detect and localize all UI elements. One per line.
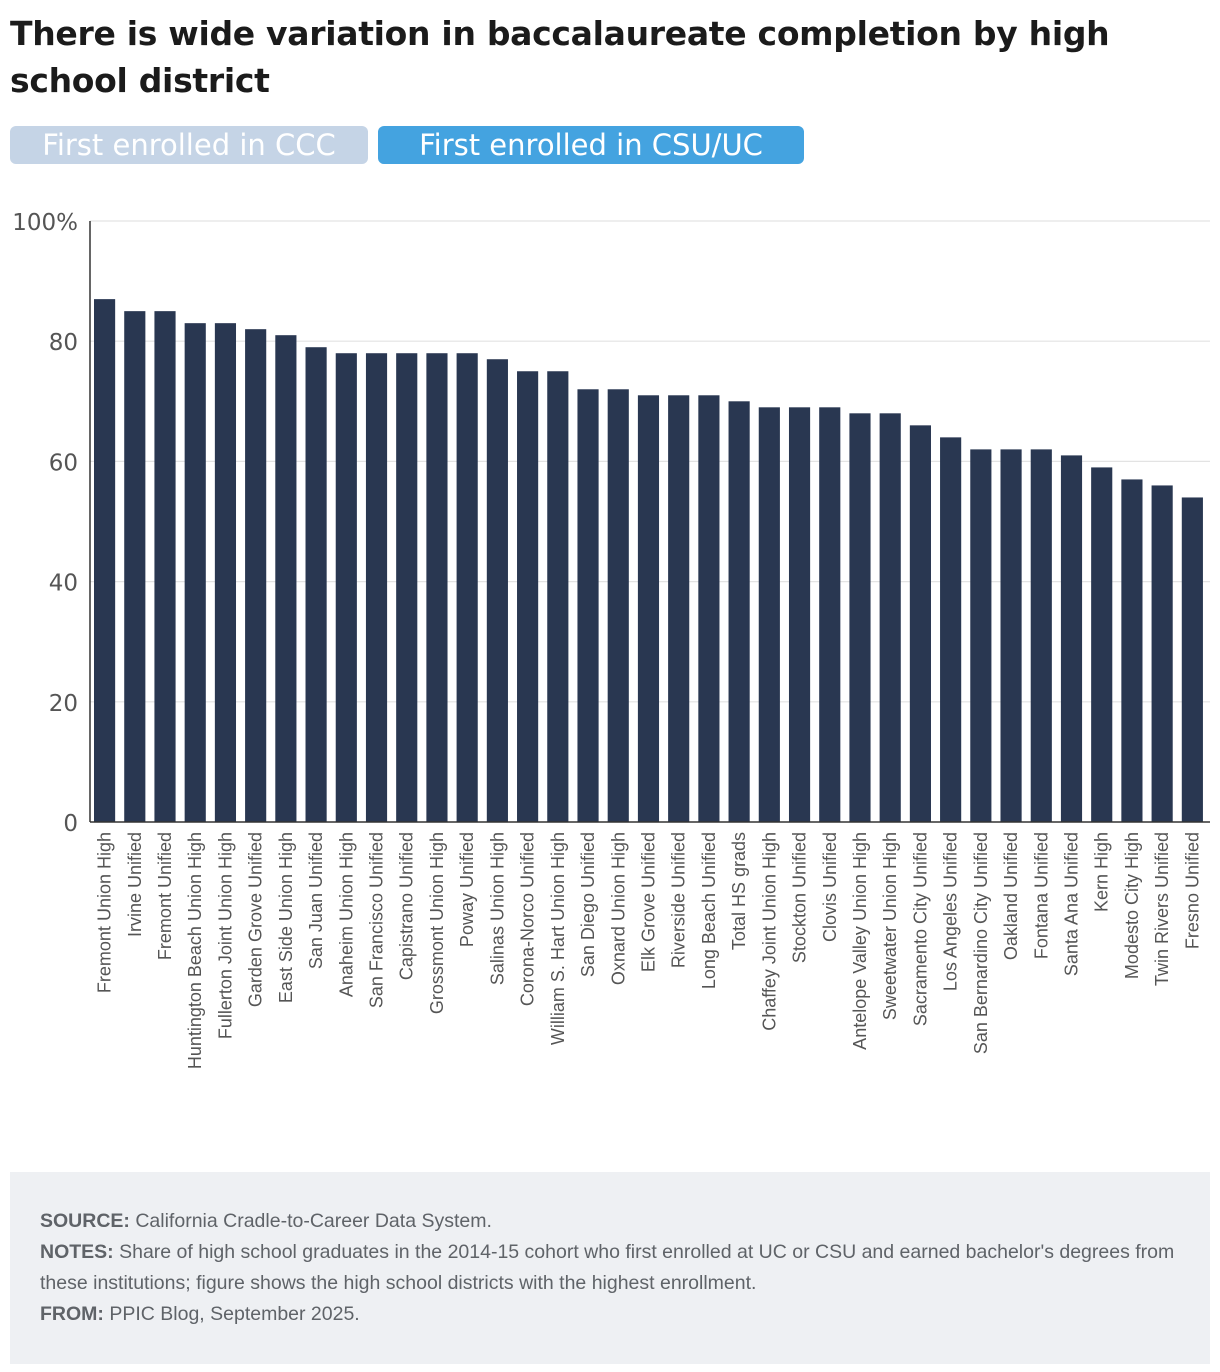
bar[interactable] (365, 353, 388, 822)
x-tick-label: Poway Unified (457, 832, 477, 947)
y-tick-label: 80 (49, 330, 78, 356)
x-tick-label: Clovis Unified (820, 832, 840, 942)
x-tick-label: Anaheim Union High (336, 832, 356, 997)
x-tick-label: San Juan Unified (306, 832, 326, 969)
bar[interactable] (547, 371, 569, 822)
bar[interactable] (245, 329, 267, 822)
x-tick-labels: Fremont Union High Irvine Unified Fremont … (95, 832, 1203, 1069)
y-tick-label: 40 (49, 571, 78, 597)
source-label: SOURCE: (40, 1210, 130, 1232)
from-text: PPIC Blog, September 2025. (109, 1303, 360, 1325)
bar[interactable] (124, 311, 146, 822)
x-tick-label: Kern High (1092, 832, 1112, 912)
bar[interactable] (486, 359, 508, 822)
x-tick-label: Chaffey Joint Union High (759, 832, 779, 1031)
bar[interactable] (909, 425, 931, 822)
x-tick-label: East Side Union High (276, 832, 296, 1003)
notes-label: NOTES: (40, 1241, 114, 1263)
x-tick-label: Santa Ana Unified (1061, 832, 1081, 976)
bar[interactable] (788, 407, 811, 822)
from-label: FROM: (40, 1303, 104, 1325)
bar[interactable] (819, 407, 841, 822)
bar[interactable] (94, 299, 116, 822)
bar-chart: 0 20 40 60 80 100% Fremont Union High Irvine U… (12, 210, 1210, 1069)
x-tick-label: Fontana Unified (1031, 832, 1051, 959)
x-tick-label: Corona-Norco Unified (518, 832, 538, 1006)
x-tick-label: Total HS grads (729, 832, 749, 950)
bar[interactable] (758, 407, 780, 822)
y-tick-labels: 0 20 40 60 80 100% (12, 210, 78, 837)
bar[interactable] (1121, 479, 1143, 822)
chart-title: There is wide variation in baccalaureate… (10, 14, 1110, 100)
bar[interactable] (637, 395, 660, 822)
x-tick-label: Oakland Unified (1001, 832, 1021, 960)
bar[interactable] (517, 371, 539, 822)
y-tick-label: 60 (49, 450, 78, 476)
bar[interactable] (214, 323, 237, 822)
bar[interactable] (879, 413, 901, 822)
bar[interactable] (335, 353, 357, 822)
y-tick-label: 20 (49, 691, 78, 717)
bar[interactable] (849, 413, 871, 822)
bar[interactable] (305, 347, 327, 822)
bar[interactable] (940, 437, 962, 822)
bar[interactable] (154, 311, 176, 822)
x-tick-label: Salinas Union High (487, 832, 507, 985)
bar[interactable] (970, 449, 992, 822)
bars (94, 299, 1203, 822)
chart-footer: SOURCE: California Cradle-to-Career Data… (10, 1172, 1210, 1364)
bar[interactable] (698, 395, 720, 822)
x-tick-label: Fremont Union High (95, 832, 115, 993)
x-tick-label: Elk Grove Unified (638, 832, 658, 972)
x-tick-label: San Francisco Unified (367, 832, 387, 1008)
bar[interactable] (1181, 497, 1203, 822)
bar[interactable] (668, 395, 690, 822)
series-toggle-group: First enrolled in CCC First enrolled in … (10, 126, 804, 164)
x-tick-label: Fresno Unified (1182, 832, 1202, 949)
x-tick-label: Twin Rivers Unified (1152, 832, 1172, 986)
x-tick-label: Fremont Unified (155, 832, 175, 960)
y-tick-label: 100% (12, 210, 78, 236)
bar[interactable] (1060, 455, 1083, 822)
bar[interactable] (426, 353, 448, 822)
from-line: FROM: PPIC Blog, September 2025. (40, 1299, 1180, 1330)
x-tick-label: Huntington Beach Union High (185, 832, 205, 1069)
x-tick-label: Capistrano Unified (397, 832, 417, 980)
notes-line: NOTES: Share of high school graduates in… (40, 1237, 1180, 1299)
x-tick-label: Sweetwater Union High (880, 832, 900, 1020)
notes-text: Share of high school graduates in the 20… (40, 1241, 1175, 1294)
bar[interactable] (184, 323, 206, 822)
bar[interactable] (607, 389, 629, 822)
toggle-first-enrolled-ccc[interactable]: First enrolled in CCC (10, 126, 368, 164)
x-tick-label: Modesto City High (1122, 832, 1142, 979)
bar[interactable] (728, 401, 750, 822)
source-line: SOURCE: California Cradle-to-Career Data… (40, 1206, 1180, 1237)
y-tick-label: 0 (63, 811, 78, 837)
bar[interactable] (396, 353, 418, 822)
x-tick-label: Long Beach Unified (699, 832, 719, 989)
x-tick-label: Sacramento City Unified (910, 832, 930, 1026)
x-tick-label: Fullerton Joint Union High (215, 832, 235, 1039)
x-tick-label: Antelope Valley Union High (850, 832, 870, 1050)
bar[interactable] (456, 353, 478, 822)
x-tick-label: Oxnard Union High (608, 832, 628, 985)
bar[interactable] (1000, 449, 1022, 822)
x-tick-label: Grossmont Union High (427, 832, 447, 1014)
source-text: California Cradle-to-Career Data System. (135, 1210, 492, 1232)
axes (89, 221, 1210, 823)
bar[interactable] (577, 389, 599, 822)
x-tick-label: Irvine Unified (125, 832, 145, 937)
x-tick-label: William S. Hart Union High (548, 832, 568, 1045)
x-tick-label: Los Angeles Unified (941, 832, 961, 991)
x-tick-label: Stockton Unified (790, 832, 810, 963)
x-tick-label: Garden Grove Unified (246, 832, 266, 1007)
bar[interactable] (1151, 485, 1173, 822)
bar[interactable] (275, 335, 297, 822)
x-tick-label: San Bernardino City Unified (971, 832, 991, 1054)
x-tick-label: San Diego Unified (578, 832, 598, 977)
toggle-first-enrolled-csu-uc[interactable]: First enrolled in CSU/UC (378, 126, 804, 164)
bar[interactable] (1091, 467, 1113, 822)
x-tick-label: Riverside Unified (669, 832, 689, 968)
bar[interactable] (1030, 449, 1052, 822)
